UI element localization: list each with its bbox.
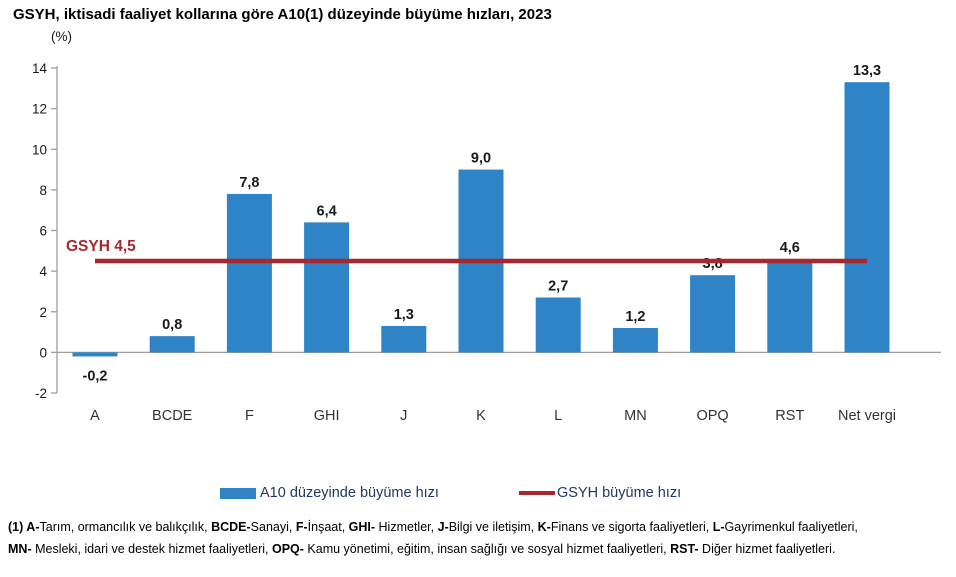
x-axis-category-label: L — [554, 408, 562, 424]
y-axis-tick-label: -2 — [35, 386, 47, 401]
bar-chart-plot-area: 14 12 10 8 6 4 2 0 -2 -0,2 A 0,8 BCDE 7,8 F 6,4 GHI 1,3 J 9… — [32, 61, 941, 424]
bar-value-label: 13,3 — [853, 63, 881, 79]
y-axis-tick-label: 14 — [32, 61, 48, 76]
footnote-line-2: MN- Mesleki, idari ve destek hizmet faal… — [8, 538, 952, 560]
bar-L — [535, 297, 581, 353]
x-axis-category-label: F — [245, 408, 254, 424]
footnote-code: A- — [26, 520, 40, 534]
y-axis-tick-label: 10 — [32, 142, 47, 157]
gsyh-reference-label: GSYH 4,5 — [66, 238, 136, 255]
bar-MN — [612, 328, 658, 353]
footnote-line-1: (1) A-Tarım, ormancılık ve balıkçılık, B… — [8, 516, 952, 538]
y-axis-tick-label: 8 — [39, 183, 47, 198]
bar-RST — [767, 258, 813, 353]
bar-OPQ — [690, 275, 736, 353]
chart-title: GSYH, iktisadi faaliyet kollarına göre A… — [13, 6, 552, 23]
bar-value-label: 4,6 — [780, 240, 800, 256]
footnote-text: Mesleki, idari ve destek hizmet faaliyet… — [31, 542, 272, 556]
footnote-code: F- — [295, 520, 308, 534]
footnote-code: K- — [537, 520, 551, 534]
x-axis-category-label: A — [90, 408, 100, 424]
legend-bar-swatch-icon — [220, 487, 256, 499]
y-axis-tick-label: 12 — [32, 102, 47, 117]
y-axis-unit-label: (%) — [51, 29, 72, 44]
footnote-code: MN- — [8, 542, 32, 556]
footnote-code: (1) — [8, 520, 27, 534]
bar-BCDE — [149, 336, 195, 353]
bar-A — [72, 352, 118, 357]
footnote-code: BCDE- — [211, 520, 251, 534]
y-axis-tick-label: 0 — [39, 345, 47, 360]
bar-value-label: 0,8 — [162, 317, 182, 333]
bar-value-label: 3,8 — [703, 256, 723, 272]
footnote-text: Finans ve sigorta faaliyetleri, — [550, 520, 713, 534]
bar-value-label: 6,4 — [317, 203, 337, 219]
x-axis-category-label: GHI — [314, 408, 340, 424]
legend-label-gsyh: GSYH büyüme hızı — [557, 485, 682, 501]
x-axis-category-label: OPQ — [696, 408, 728, 424]
bar-value-label: 1,2 — [625, 309, 645, 325]
legend-item-a10: A10 düzeyinde büyüme hızı — [220, 484, 439, 502]
y-axis-tick-label: 6 — [39, 224, 47, 239]
x-axis-category-label: K — [476, 408, 486, 424]
footnote-code: OPQ- — [271, 542, 304, 556]
footnote-text: Gayrimenkul faaliyetleri, — [724, 520, 858, 534]
bar-GHI — [304, 222, 350, 353]
x-axis-category-label: BCDE — [152, 408, 193, 424]
bar-value-label: 2,7 — [548, 279, 568, 295]
y-axis-tick-label: 4 — [39, 264, 47, 279]
footnote-text: İnşaat, — [307, 520, 349, 534]
legend-line-swatch-icon — [519, 491, 555, 495]
x-axis-category-label: MN — [624, 408, 647, 424]
footnote-text: Sanayi, — [250, 520, 296, 534]
bar-F — [226, 193, 272, 353]
footnote-code: RST- — [670, 542, 699, 556]
footnote-code: J- — [437, 520, 449, 534]
y-axis-tick-label: 2 — [39, 305, 47, 320]
footnote-text: Hizmetler, — [375, 520, 438, 534]
bar-value-label: 9,0 — [471, 151, 491, 167]
bar-Net vergi — [844, 82, 890, 353]
bar-value-label: -0,2 — [83, 368, 108, 384]
footnote: (1) A-Tarım, ormancılık ve balıkçılık, B… — [8, 516, 952, 560]
bar-value-label: 1,3 — [394, 307, 414, 323]
footnote-text: Bilgi ve iletişim, — [448, 520, 538, 534]
bar-J — [381, 325, 427, 353]
footnote-code: GHI- — [348, 520, 376, 534]
x-axis-category-label: Net vergi — [838, 408, 896, 424]
x-axis-category-label: RST — [775, 408, 804, 424]
footnote-text: Diğer hizmet faaliyetleri. — [698, 542, 836, 556]
bar-value-label: 7,8 — [239, 175, 259, 191]
x-axis-category-label: J — [400, 408, 407, 424]
legend-item-gsyh: GSYH büyüme hızı — [519, 484, 681, 502]
footnote-text: Kamu yönetimi, eğitim, insan sağlığı ve … — [303, 542, 671, 556]
legend-label-a10: A10 düzeyinde büyüme hızı — [260, 485, 439, 501]
footnote-code: L- — [712, 520, 725, 534]
footnote-text: Tarım, ormancılık ve balıkçılık, — [39, 520, 212, 534]
